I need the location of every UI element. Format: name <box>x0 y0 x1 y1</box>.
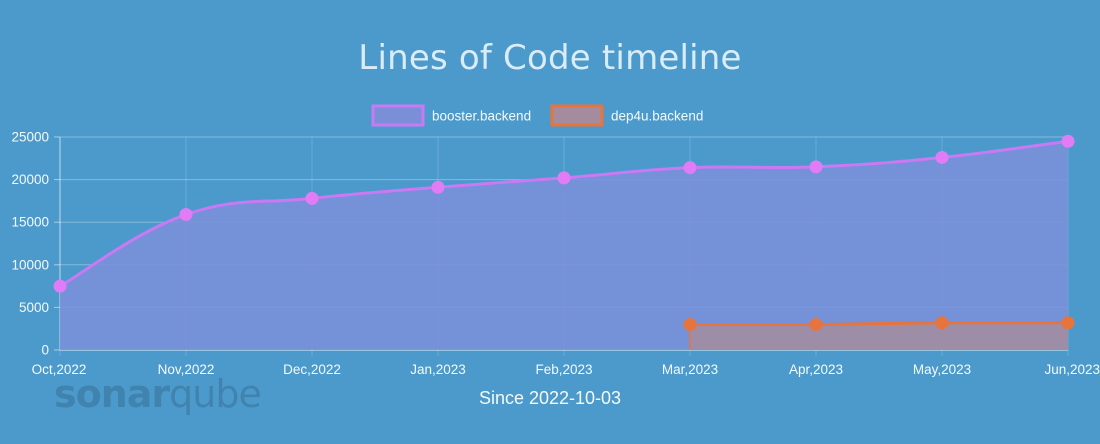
legend-swatch[interactable] <box>371 104 425 127</box>
x-tick-label: Jan,2023 <box>410 362 466 377</box>
legend-label[interactable]: dep4u.backend <box>611 109 703 124</box>
x-tick-label: Mar,2023 <box>662 362 718 377</box>
data-point[interactable] <box>1061 134 1075 148</box>
sonarqube-logo: sonarqube <box>54 372 262 416</box>
data-point[interactable] <box>683 317 697 331</box>
chart-title: Lines of Code timeline <box>358 38 742 78</box>
x-tick-label: Nov,2022 <box>158 362 215 377</box>
x-tick-label: Feb,2023 <box>535 362 592 377</box>
chart-legend[interactable]: booster.backend dep4u.backend <box>371 104 703 127</box>
x-tick-label: Jun,2023 <box>1044 362 1100 377</box>
y-tick-label: 15000 <box>11 215 49 230</box>
data-point[interactable] <box>1061 316 1075 330</box>
series-area-booster.backend <box>60 141 1068 350</box>
chart-points[interactable] <box>53 134 1075 331</box>
legend-label[interactable]: booster.backend <box>432 109 531 124</box>
x-tick-label: Dec,2022 <box>283 362 341 377</box>
data-point[interactable] <box>683 161 697 175</box>
legend-swatch[interactable] <box>550 104 604 127</box>
y-tick-label: 5000 <box>19 300 49 315</box>
x-tick-label: Apr,2023 <box>789 362 843 377</box>
y-tick-label: 0 <box>41 343 49 358</box>
since-date-label: Since 2022-10-03 <box>478 388 622 408</box>
data-point[interactable] <box>179 208 193 222</box>
data-point[interactable] <box>809 160 823 174</box>
x-tick-label: Oct,2022 <box>32 362 87 377</box>
y-tick-label: 25000 <box>11 130 49 145</box>
y-tick-label: 10000 <box>11 257 49 272</box>
data-point[interactable] <box>935 316 949 330</box>
chart-areas <box>60 141 1068 350</box>
chart-axis-labels: 0 5000 10000 15000 20000 25000 Oct,2022 Nov,202… <box>11 130 1100 378</box>
y-tick-label: 20000 <box>11 172 49 187</box>
series-area-dep4u.backend <box>690 322 1068 350</box>
x-tick-label: May,2023 <box>913 362 971 377</box>
data-point[interactable] <box>935 150 949 164</box>
data-point[interactable] <box>809 317 823 331</box>
data-point[interactable] <box>53 279 67 293</box>
series-line-dep4u.backend <box>688 321 1070 327</box>
data-point[interactable] <box>431 180 445 194</box>
data-point[interactable] <box>305 191 319 205</box>
data-point[interactable] <box>557 171 571 185</box>
